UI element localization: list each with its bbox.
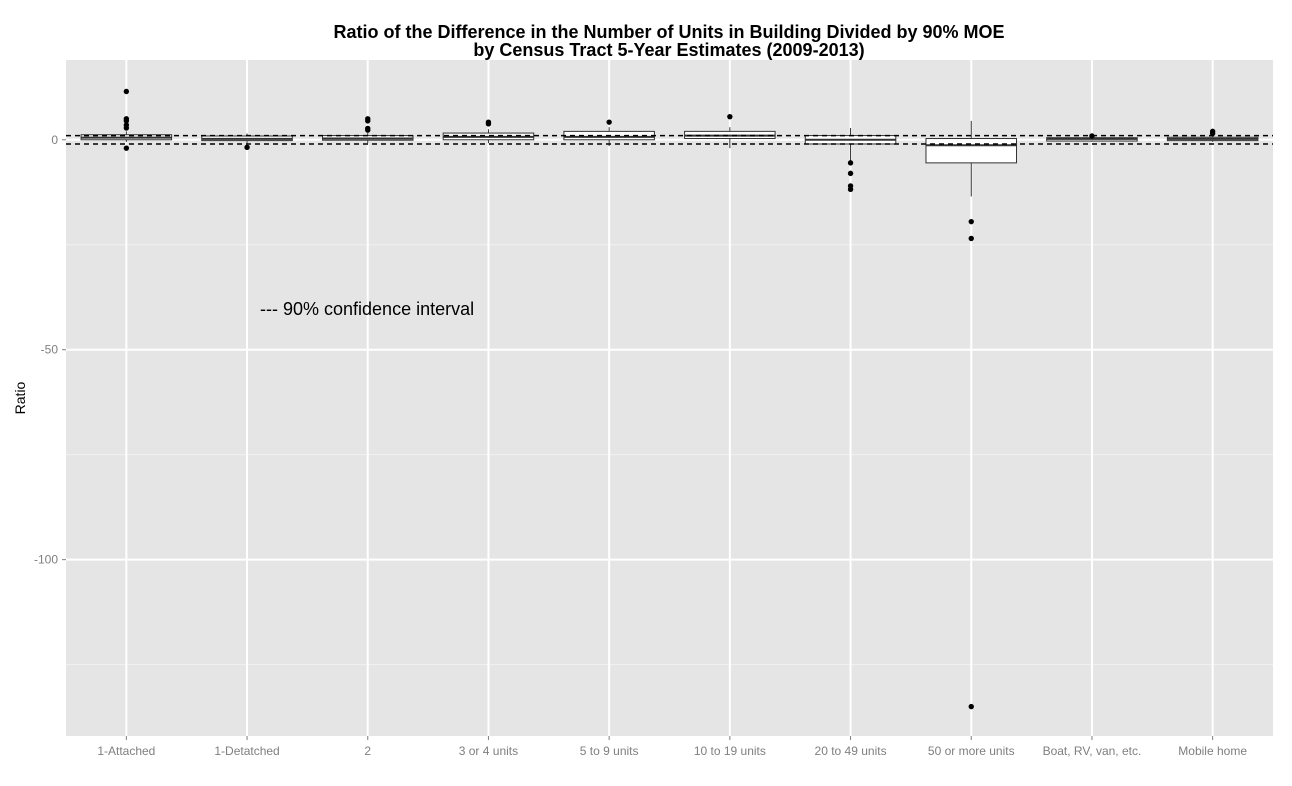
outlier-point [847,160,854,166]
outlier-point [1089,133,1095,139]
outlier-point [847,170,854,177]
x-tick-label: 1-Detatched [214,744,279,758]
box-8 [925,120,1018,710]
box-1 [80,88,173,151]
outlier-point [123,88,130,95]
outlier-point [123,125,130,131]
box-7 [804,128,897,193]
outlier-point [244,144,250,151]
x-axis-ticks: 1-Attached 1-Detatched 2 3 or 4 units 5 to 9… [97,736,1247,758]
x-tick-label: Mobile home [1178,744,1247,758]
outlier-point [123,145,130,151]
outlier-point [968,235,974,242]
outlier-point [727,113,733,120]
confidence-interval-annotation: --- 90% confidence interval [260,299,474,319]
outlier-point [606,119,612,125]
y-axis-ticks: 0 -50 -100 [34,133,66,567]
x-tick-label: Boat, RV, van, etc. [1043,744,1142,758]
confidence-interval-lines [66,134,1273,145]
outlier-point [847,186,854,193]
chart-subtitle: by Census Tract 5-Year Estimates (2009-2… [473,40,864,60]
outlier-point [365,127,371,133]
x-tick-label: 1-Attached [97,744,155,758]
outlier-point [968,218,974,225]
chart-title: Ratio of the Difference in the Number of… [333,22,1004,42]
plot-panel [66,60,1273,736]
outlier-point [365,118,371,124]
box-9 [1046,133,1138,142]
box-iqr [925,138,1018,164]
x-tick-label: 10 to 19 units [694,744,766,758]
x-tick-label: 50 or more units [928,744,1015,758]
outlier-point [123,118,130,124]
y-tick-label: 0 [51,133,58,147]
box-4 [442,119,535,144]
x-tick-label: 20 to 49 units [815,744,887,758]
y-axis-label: Ratio [12,381,28,414]
outlier-point [968,703,974,710]
outlier-point [485,121,492,127]
y-tick-label: -50 [41,343,59,357]
y-tick-label: -100 [34,553,58,567]
x-tick-label: 3 or 4 units [459,744,518,758]
grid-lines [66,60,1273,736]
x-tick-label: 2 [364,744,371,758]
x-tick-label: 5 to 9 units [580,744,639,758]
